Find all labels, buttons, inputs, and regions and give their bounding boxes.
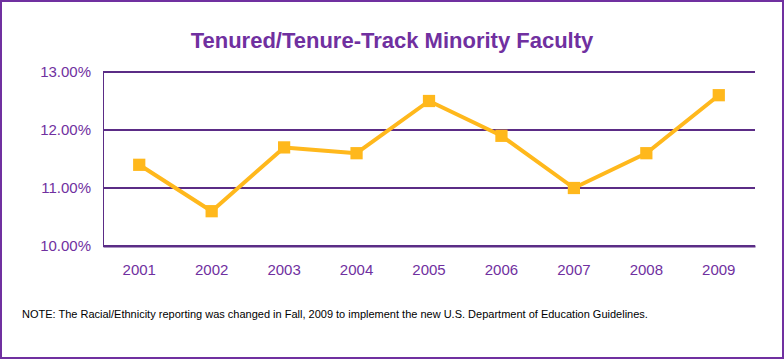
x-tick: 2006	[485, 246, 518, 278]
y-axis: 10.00% 11.00% 12.00% 13.00%	[40, 63, 103, 254]
marker	[278, 141, 290, 153]
y-tick: 11.00%	[41, 179, 103, 196]
x-tick: 2005	[412, 246, 445, 278]
title: Tenured/Tenure-Track Minority Faculty	[191, 28, 594, 53]
marker	[568, 182, 580, 194]
y-tick-label: 13.00%	[40, 63, 91, 80]
x-tick: 2004	[340, 246, 373, 278]
grid-line	[103, 129, 755, 131]
chart: Tenured/Tenure-Track Minority Faculty 10.…	[0, 0, 784, 359]
x-tick: 2002	[195, 246, 228, 278]
y-tick: 10.00%	[40, 237, 103, 254]
x-tick-label: 2008	[630, 261, 663, 278]
y-tick-label: 11.00%	[41, 179, 91, 196]
x-tick: 2008	[630, 246, 663, 278]
x-tick-label: 2007	[557, 261, 590, 278]
line	[139, 95, 719, 211]
x-axis: 2001 2002 2003 2004 2005 2006 2007 2008 2009	[104, 246, 756, 278]
note: NOTE: The Racial/Ethnicity reporting was…	[22, 308, 648, 320]
frame	[1, 1, 783, 358]
grid-line	[103, 245, 755, 247]
grid-line	[103, 187, 755, 189]
y-tick-label: 12.00%	[40, 121, 91, 138]
y-tick: 12.00%	[40, 121, 103, 138]
marker	[423, 95, 435, 107]
x-tick-label: 2009	[702, 261, 735, 278]
grid	[103, 72, 755, 246]
y-tick: 13.00%	[40, 63, 103, 80]
x-tick: 2003	[267, 246, 300, 278]
marker	[640, 147, 652, 159]
y-axis-line	[103, 73, 104, 247]
x-tick-label: 2002	[195, 261, 228, 278]
marker	[495, 130, 507, 142]
marker	[206, 205, 218, 217]
x-tick-label: 2004	[340, 261, 373, 278]
x-tick-label: 2003	[267, 261, 300, 278]
x-tick: 2001	[123, 246, 156, 278]
x-tick-label: 2006	[485, 261, 518, 278]
x-axis-line	[104, 246, 756, 248]
marker	[133, 159, 145, 171]
series	[133, 89, 725, 217]
x-tick: 2007	[557, 246, 590, 278]
marker	[713, 89, 725, 101]
marker	[350, 147, 362, 159]
x-tick-label: 2001	[123, 261, 156, 278]
grid-line	[103, 71, 755, 73]
x-tick-label: 2005	[412, 261, 445, 278]
y-tick-label: 10.00%	[40, 237, 91, 254]
x-tick: 2009	[702, 246, 735, 278]
